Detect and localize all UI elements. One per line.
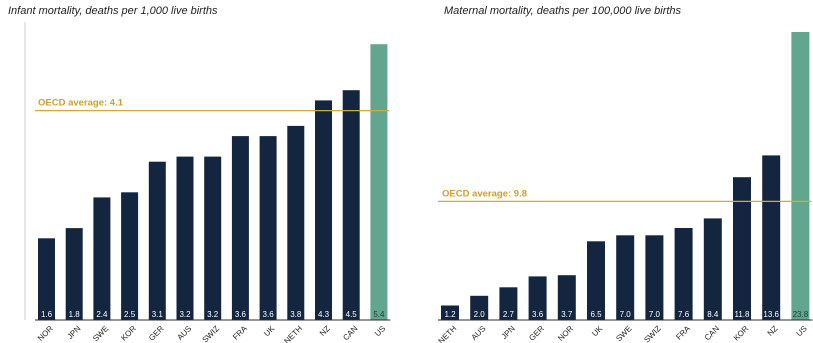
- value-label: 2.5: [124, 310, 136, 319]
- category-label: CAN: [703, 324, 721, 342]
- category-label: NOR: [556, 324, 575, 343]
- value-label: 1.2: [444, 310, 456, 319]
- value-label: 1.6: [41, 310, 53, 319]
- value-label: 3.8: [290, 310, 302, 319]
- bar-nor: [38, 238, 55, 320]
- infant-mortality-bars: 1.6 NOR 1.8 JPN 2.4 SWE 2.5 KOR 3.1 GER 3.2 AUS 3.2 S…: [36, 44, 388, 343]
- value-label: 5.4: [373, 310, 385, 319]
- bar-jpn: [65, 228, 83, 320]
- value-label: 6.5: [590, 310, 602, 319]
- category-label: UK: [262, 324, 277, 339]
- value-label: 3.1: [152, 310, 164, 319]
- bar-can: [703, 218, 722, 320]
- bar-jpn: [499, 287, 518, 320]
- category-label: AUS: [470, 324, 488, 342]
- value-label: 7.0: [649, 310, 661, 319]
- category-label: NETH: [282, 324, 304, 343]
- value-label: 3.6: [263, 310, 275, 319]
- bar-kor: [733, 177, 751, 320]
- value-label: 3.2: [207, 310, 219, 319]
- bar-kor: [121, 192, 139, 320]
- category-label: NOR: [36, 324, 55, 343]
- category-label: SWIZ: [642, 324, 663, 343]
- bar-neth: [441, 305, 459, 320]
- bar-neth: [287, 125, 305, 321]
- value-label: 3.7: [561, 310, 573, 319]
- bar-us: [370, 44, 388, 320]
- infant-mortality-title: Infant mortality, deaths per 1,000 live …: [8, 5, 218, 17]
- value-label: 7.0: [620, 310, 632, 319]
- category-label: SWE: [91, 324, 110, 343]
- value-label: 11.8: [735, 310, 751, 319]
- category-label: US: [795, 324, 809, 338]
- bar-fra: [231, 136, 249, 320]
- maternal-mortality-chart: Maternal mortality, deaths per 100,000 l…: [437, 5, 813, 343]
- value-label: 7.6: [678, 310, 690, 319]
- maternal-mortality-title: Maternal mortality, deaths per 100,000 l…: [444, 5, 682, 17]
- bar-us: [791, 32, 810, 320]
- value-label: 4.3: [318, 310, 330, 319]
- oecd-average-label: OECD average: 4.1: [38, 98, 124, 109]
- category-label: FRA: [674, 324, 692, 342]
- category-label: CAN: [341, 324, 359, 342]
- bar-ger: [148, 161, 166, 320]
- bar-nz: [315, 100, 332, 321]
- bar-aus: [176, 156, 194, 320]
- value-label: 1.8: [69, 310, 81, 319]
- category-label: JPN: [500, 324, 517, 341]
- category-label: KOR: [732, 324, 751, 343]
- category-label: GER: [527, 324, 546, 343]
- category-label: AUS: [175, 324, 193, 342]
- category-label: US: [373, 324, 387, 338]
- bar-ger: [528, 276, 547, 320]
- bar-nor: [557, 275, 576, 320]
- value-label: 2.7: [503, 310, 515, 319]
- value-label: 2.0: [474, 310, 486, 319]
- category-label: GER: [147, 324, 166, 343]
- maternal-mortality-bars: 1.2 NETH 2.0 AUS 2.7 JPN 3.6 GER 3.7 NOR 6.5 UK 7.0 S…: [437, 32, 810, 343]
- category-label: JPN: [66, 324, 83, 341]
- value-label: 3.6: [532, 310, 544, 319]
- category-label: SWE: [614, 324, 633, 343]
- bar-nz: [762, 155, 781, 320]
- bar-swe: [93, 197, 111, 320]
- bar-uk: [587, 241, 605, 320]
- bar-swiz: [645, 235, 664, 320]
- category-label: NETH: [437, 324, 459, 343]
- category-label: SWIZ: [201, 324, 222, 343]
- value-label: 3.6: [235, 310, 247, 319]
- bar-swe: [616, 235, 635, 320]
- category-label: KOR: [119, 324, 138, 343]
- bar-aus: [470, 295, 489, 320]
- category-label: NZ: [766, 324, 780, 338]
- value-label: 8.4: [707, 310, 719, 319]
- bar-uk: [259, 136, 277, 320]
- infant-mortality-chart: Infant mortality, deaths per 1,000 live …: [8, 5, 391, 343]
- oecd-average-label: OECD average: 9.8: [442, 188, 527, 199]
- value-label: 2.4: [96, 310, 108, 319]
- value-label: 3.2: [179, 310, 191, 319]
- value-label: 4.5: [346, 310, 358, 319]
- value-label: 23.8: [793, 310, 809, 319]
- category-label: NZ: [318, 324, 332, 338]
- bar-can: [342, 90, 360, 320]
- bar-fra: [674, 228, 693, 320]
- category-label: UK: [590, 324, 605, 339]
- category-label: FRA: [231, 324, 249, 342]
- bar-swiz: [204, 156, 222, 320]
- value-label: 13.6: [763, 310, 779, 319]
